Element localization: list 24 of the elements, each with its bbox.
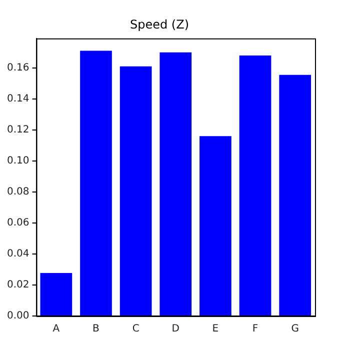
y-tick-label: 0.08 (7, 186, 30, 198)
chart-title: Speed (Z) (130, 17, 190, 32)
y-tick-label: 0.14 (7, 93, 30, 104)
bar (160, 52, 192, 316)
bar (239, 55, 272, 316)
y-tick-label: 0.06 (7, 218, 30, 229)
x-tick-label: F (252, 324, 258, 335)
bar (200, 136, 232, 316)
bar (279, 74, 312, 316)
y-tick-label: 0.04 (7, 248, 30, 260)
x-tick-label: A (52, 324, 60, 335)
x-tick-label: C (132, 324, 140, 335)
x-tick-label: D (172, 324, 180, 335)
x-tick-label: E (212, 324, 219, 335)
y-tick-label: 0.10 (7, 156, 30, 167)
y-tick-label: 0.00 (7, 310, 30, 322)
x-tick-label: B (92, 324, 100, 335)
y-tick-label: 0.16 (7, 62, 30, 74)
bar (120, 66, 152, 316)
bar (80, 50, 112, 316)
bar (40, 273, 72, 316)
y-tick-label: 0.12 (7, 124, 30, 136)
x-tick-label: G (291, 324, 299, 335)
y-tick-label: 0.02 (7, 280, 30, 291)
